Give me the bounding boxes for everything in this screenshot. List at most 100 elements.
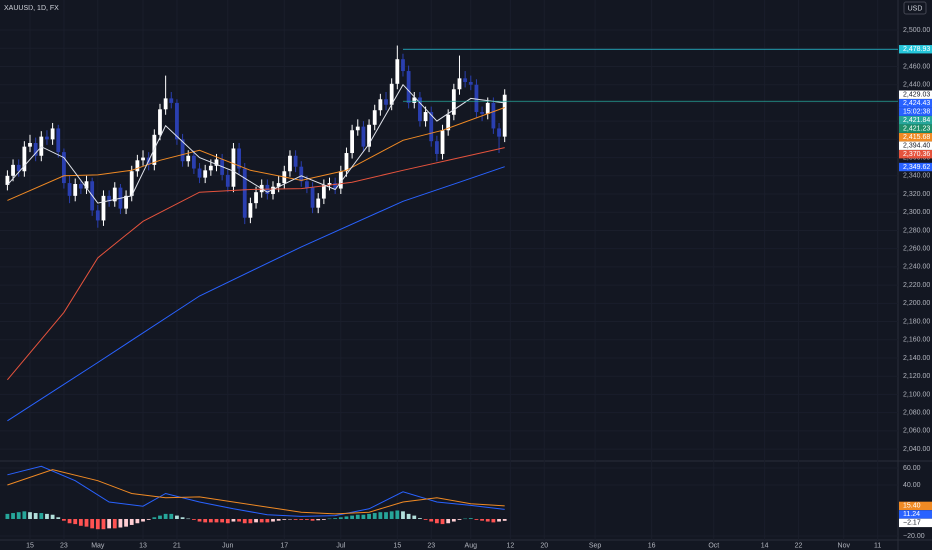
candle-body [271, 186, 275, 195]
price-badge-label: 11.24 [903, 511, 920, 518]
candle-body [124, 195, 128, 209]
candle-body [101, 195, 106, 221]
y-tick-label: 2,100.00 [903, 391, 930, 398]
histogram-bar [175, 515, 179, 519]
x-tick-label: 21 [173, 542, 181, 549]
candle-body [418, 97, 422, 122]
histogram-bar [67, 518, 72, 524]
histogram-bar [282, 518, 287, 520]
histogram-bar [355, 514, 360, 519]
x-tick-label: 22 [795, 542, 803, 549]
x-tick-label: 14 [761, 542, 769, 549]
histogram-bar [305, 518, 309, 520]
candle-body [389, 83, 394, 105]
y-tick-label: 2,460.00 [903, 63, 930, 70]
y-tick-label: 2,040.00 [903, 446, 930, 453]
candle-body [191, 155, 196, 169]
histogram-bar [50, 514, 55, 519]
histogram-bar [84, 518, 89, 527]
candle-body [203, 170, 208, 178]
price-badge-label: 2,370.36 [903, 151, 930, 158]
candle-body [423, 112, 428, 122]
candle-body [73, 184, 78, 196]
histogram-bar [141, 518, 145, 522]
candle-body [231, 148, 236, 187]
candle-body [457, 78, 462, 90]
histogram-bar [293, 518, 298, 520]
currency-box[interactable] [903, 1, 927, 15]
candle-body [451, 89, 456, 115]
x-tick-label: May [91, 542, 105, 549]
histogram-bar [242, 518, 247, 524]
candle-body [384, 99, 388, 105]
histogram-bar [152, 517, 157, 519]
candle-body [163, 98, 168, 110]
histogram-bar [231, 518, 236, 522]
indicator-line [7, 166, 505, 422]
histogram-bar [101, 518, 106, 530]
histogram-bar [327, 518, 332, 520]
candle-body [50, 128, 55, 140]
histogram-bar [107, 518, 112, 529]
candle-body [361, 126, 366, 147]
candle-body [33, 143, 38, 156]
histogram-bar [146, 518, 151, 520]
x-tick-label: 12 [506, 542, 514, 549]
histogram-bar [333, 518, 338, 519]
candle-body [129, 171, 134, 196]
candle-body [78, 184, 83, 189]
histogram-bar [203, 518, 208, 523]
price-badge [899, 150, 932, 159]
chart-title: XAUUSD, 1D, FX [4, 5, 59, 12]
histogram-bar [344, 516, 349, 519]
candle-body [225, 174, 230, 187]
candle-body [350, 130, 355, 154]
countdown-label: 15:02:38 [903, 109, 930, 116]
histogram-bar [446, 518, 451, 524]
histogram-bar [485, 518, 490, 522]
candle-body [175, 102, 179, 140]
y-tick-label: 40.00 [903, 482, 921, 489]
candle-body [45, 136, 49, 140]
histogram-bar [186, 518, 191, 520]
candle-body [135, 160, 140, 172]
histogram-bar [259, 518, 264, 523]
candle-body [242, 168, 247, 218]
histogram-bar [502, 518, 507, 521]
y-tick-label: 2,500.00 [903, 27, 930, 34]
histogram-bar [191, 518, 196, 520]
y-tick-label: 2,180.00 [903, 318, 930, 325]
x-tick-label: 17 [280, 542, 288, 549]
x-tick-label: 23 [427, 542, 435, 549]
x-tick-label: 23 [60, 542, 68, 549]
candle-body [485, 102, 490, 114]
histogram-bar [338, 517, 343, 519]
histogram-bar [372, 513, 377, 519]
x-tick-label: 15 [26, 542, 34, 549]
price-badge [899, 99, 932, 108]
y-tick-label: 2,440.00 [903, 82, 930, 89]
candle-body [299, 166, 304, 182]
candle-body [22, 146, 27, 172]
y-tick-label: 2,340.00 [903, 173, 930, 180]
y-tick-label: 60.00 [903, 465, 921, 472]
histogram-bar [321, 518, 326, 520]
candle-body [293, 155, 298, 167]
histogram-bar [237, 518, 241, 522]
y-tick-label: 2,060.00 [903, 428, 930, 435]
indicator-line [7, 107, 505, 201]
candle-body [333, 183, 338, 189]
histogram-bar [418, 518, 422, 519]
price-badge [899, 141, 932, 150]
histogram-bar [434, 518, 439, 524]
y-tick-label: 2,140.00 [903, 355, 930, 362]
indicator-line [7, 465, 505, 517]
price-badge-label: 2,349.62 [903, 164, 930, 171]
y-tick-label: 2,160.00 [903, 337, 930, 344]
candle-body [11, 164, 15, 176]
candle-body [141, 157, 145, 161]
x-tick-label: 20 [540, 542, 548, 549]
histogram-bar [265, 518, 270, 523]
